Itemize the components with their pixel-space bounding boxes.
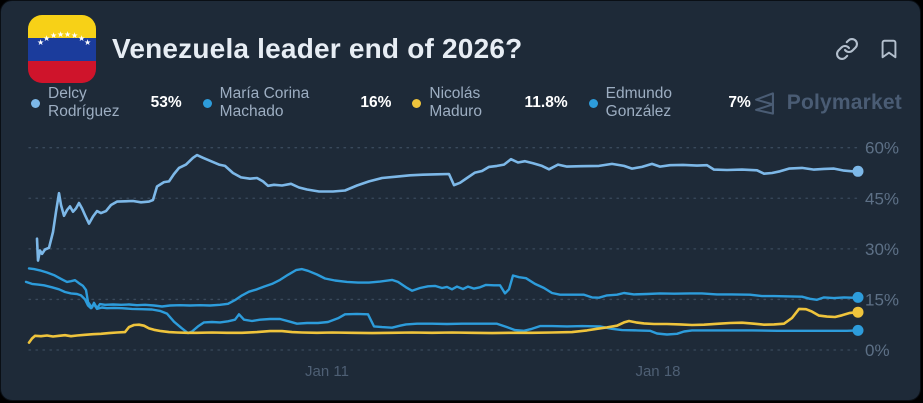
svg-text:0%: 0% [865,341,890,360]
legend-label: Nicolás Maduro [429,85,482,120]
legend-label: María Corina Machado [219,85,310,120]
legend-label: Delcy Rodríguez [48,85,120,120]
legend-value: 11.8% [524,94,568,111]
flag-star: ★ [64,29,72,39]
series-dot-icon [31,98,40,108]
legend-row: Delcy Rodríguez 53% María Corina Machado… [31,85,902,120]
legend-item-delcy-rodriguez[interactable]: Delcy Rodríguez 53% [31,85,182,121]
svg-text:30%: 30% [865,240,899,259]
legend-item-nicolas-maduro[interactable]: Nicolás Maduro 11.8% [412,85,568,121]
legend-item-edmundo-gonzalez[interactable]: Edmundo González 7% [588,85,751,121]
polymarket-mark-icon [754,91,774,115]
flag-star: ★ [43,34,51,43]
flag-star: ★ [37,38,45,47]
series-dot-icon [588,98,598,108]
svg-text:60%: 60% [865,139,899,158]
series-dot-icon [412,98,422,108]
series-dot-icon [202,98,212,108]
polymarket-logo[interactable]: Polymarket [751,90,902,117]
polymarket-wordmark: Polymarket [786,91,902,114]
chart-legend: Delcy Rodríguez 53% María Corina Machado… [31,85,751,121]
flag-yellow-band [28,15,96,39]
flag-red-band [28,60,96,83]
chart-canvas[interactable]: 60% 45% 30% 15% 0% Jan 11 Jan 18 [1,121,921,389]
flag-blue-band [28,38,96,61]
svg-text:Jan 11: Jan 11 [305,363,349,380]
bookmark-icon[interactable] [876,36,902,62]
legend-value: 53% [150,94,182,111]
flag-star: ★ [57,29,65,39]
venezuela-flag-icon: ★ ★ ★ ★ ★ ★ ★ ★ [28,15,96,83]
svg-text:15%: 15% [865,290,899,309]
legend-item-maria-corina-machado[interactable]: María Corina Machado 16% [202,85,392,121]
legend-value: 16% [360,94,392,111]
copy-link-icon[interactable] [834,36,860,62]
legend-label: Edmundo González [605,85,673,120]
market-header: ★ ★ ★ ★ ★ ★ ★ ★ Venezuela leader end of … [28,15,902,83]
flag-star: ★ [84,38,92,47]
flag-star: ★ [50,31,58,40]
price-history-chart[interactable]: 60% 45% 30% 15% 0% Jan 11 Jan 18 [1,121,921,389]
flag-star: ★ [71,31,79,40]
svg-text:45%: 45% [865,189,899,208]
page-title: Venezuela leader end of 2026? [112,33,523,64]
flag-star: ★ [78,34,86,43]
svg-text:Jan 18: Jan 18 [635,363,680,380]
legend-value: 7% [728,94,751,111]
